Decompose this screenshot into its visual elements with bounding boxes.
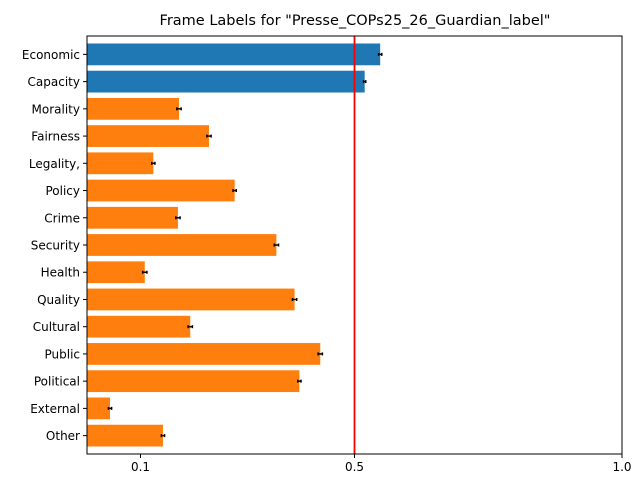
bars-layer — [87, 43, 381, 447]
error-bar — [291, 297, 298, 301]
y-tick-label: Fairness — [31, 130, 80, 144]
error-bar — [176, 107, 182, 111]
bar — [87, 152, 154, 175]
y-tick-label: Political — [34, 375, 80, 389]
x-axis: 0.1 0.5 1.0 — [131, 454, 632, 474]
x-tick-label: 0.5 — [345, 460, 364, 474]
bar — [87, 125, 209, 147]
x-tick-label: 0.1 — [131, 460, 150, 474]
bar — [87, 43, 381, 66]
bar — [87, 397, 111, 420]
error-bar — [107, 406, 113, 410]
bar — [87, 179, 235, 202]
y-tick-label: Morality — [32, 102, 80, 116]
error-bar — [273, 243, 280, 247]
bar — [87, 424, 163, 447]
error-bar — [187, 325, 194, 329]
error-bar — [150, 161, 156, 165]
bar — [87, 288, 295, 311]
y-axis: Economic Capacity Morality Fairness Legality… — [22, 48, 87, 443]
y-tick-label: Capacity — [28, 75, 80, 89]
error-bar — [175, 216, 181, 220]
y-tick-label: Cultural — [33, 320, 80, 334]
y-tick-label: Security — [31, 239, 80, 253]
error-bar — [141, 270, 148, 274]
y-tick-label: Legality, — [29, 157, 80, 171]
y-tick-label: Health — [41, 266, 80, 280]
error-bar — [362, 80, 367, 84]
bar — [87, 261, 145, 284]
error-bar — [377, 52, 383, 56]
error-bar — [297, 379, 302, 383]
y-tick-label: Crime — [44, 211, 80, 225]
y-tick-label: External — [30, 402, 80, 416]
y-tick-label: Public — [44, 347, 80, 361]
error-bar — [232, 189, 238, 193]
error-bar — [317, 352, 324, 356]
bar — [87, 343, 321, 365]
bar — [87, 234, 277, 256]
bar — [87, 97, 180, 120]
y-tick-label: Policy — [45, 184, 80, 198]
plot-frame — [86, 35, 623, 455]
y-tick-label: Economic — [22, 48, 80, 62]
error-bars-layer — [107, 52, 383, 438]
bar — [87, 70, 365, 93]
bar — [87, 315, 191, 338]
chart-title: Frame Labels for "Presse_COPs25_26_Guard… — [160, 13, 551, 29]
y-tick-label: Quality — [37, 293, 80, 307]
bar — [87, 370, 300, 393]
x-tick-label: 1.0 — [612, 460, 631, 474]
error-bar — [160, 434, 166, 438]
y-tick-label: Other — [46, 429, 80, 443]
bar — [87, 206, 178, 229]
error-bar — [206, 134, 212, 138]
